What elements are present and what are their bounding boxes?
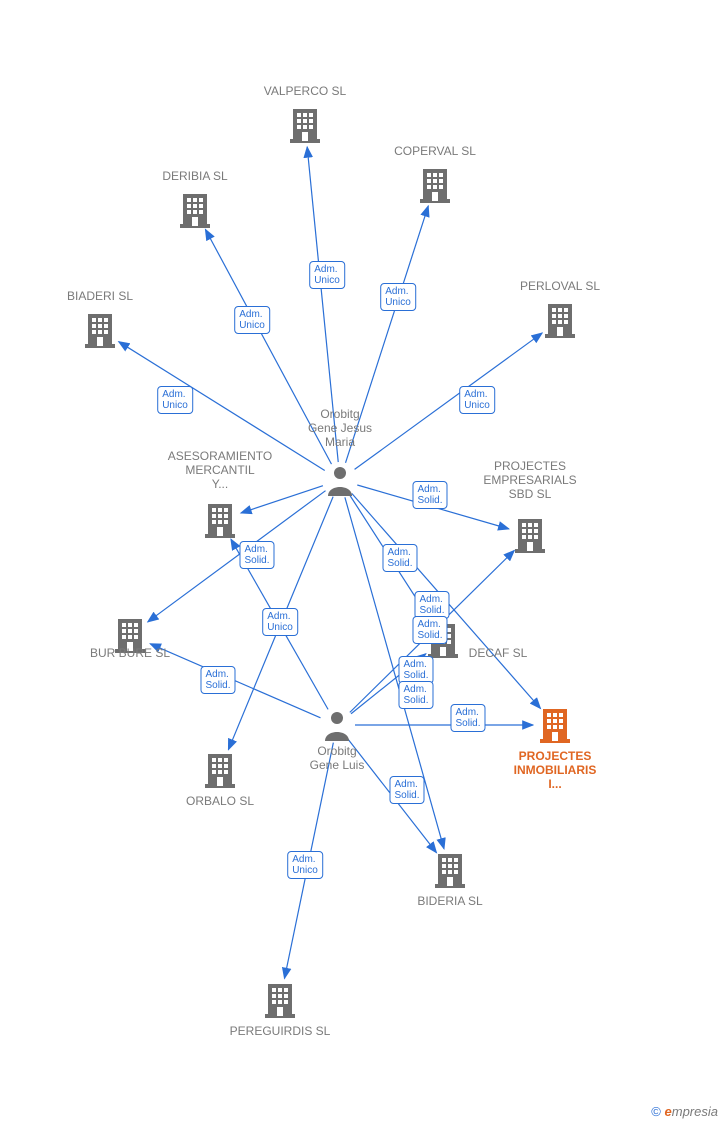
company-label[interactable]: PROJECTES EMPRESARIALS SBD SL — [483, 460, 576, 501]
company-icon[interactable] — [433, 852, 467, 888]
copyright-symbol: © — [651, 1104, 661, 1119]
edge-label: Adm. Unico — [380, 283, 416, 311]
person-icon[interactable] — [326, 464, 354, 496]
brand-first-letter: e — [665, 1104, 672, 1119]
edge-label: Adm. Solid. — [389, 776, 424, 804]
company-label[interactable]: PERLOVAL SL — [520, 280, 600, 294]
edge-line — [355, 333, 543, 469]
edge-label: Adm. Unico — [262, 608, 298, 636]
footer-copyright: © empresia — [651, 1104, 718, 1119]
person-label[interactable]: Orobitg Gene Luis — [310, 745, 365, 773]
edge-label: Adm. Solid. — [414, 591, 449, 619]
edge-label: Adm. Solid. — [382, 544, 417, 572]
company-label[interactable]: BUR BURE SL — [90, 647, 170, 661]
edge-label: Adm. Unico — [287, 851, 323, 879]
company-label[interactable]: DECAF SL — [469, 647, 528, 661]
edge-label: Adm. Solid. — [239, 541, 274, 569]
edge-label: Adm. Unico — [234, 306, 270, 334]
edge-label: Adm. Unico — [309, 261, 345, 289]
company-label[interactable]: PEREGUIRDIS SL — [230, 1025, 331, 1039]
company-icon[interactable] — [263, 982, 297, 1018]
company-label[interactable]: COPERVAL SL — [394, 145, 476, 159]
company-label[interactable]: ORBALO SL — [186, 795, 254, 809]
company-label[interactable]: DERIBIA SL — [162, 170, 227, 184]
brand-rest: mpresia — [672, 1104, 718, 1119]
edge-label: Adm. Unico — [157, 386, 193, 414]
company-icon[interactable] — [178, 192, 212, 228]
company-label[interactable]: VALPERCO SL — [264, 85, 346, 99]
edge-label: Adm. Unico — [459, 386, 495, 414]
company-icon[interactable] — [203, 502, 237, 538]
company-icon[interactable] — [288, 107, 322, 143]
company-label[interactable]: PROJECTES INMOBILIARIS I... — [514, 750, 597, 791]
person-icon[interactable] — [323, 709, 351, 741]
company-label[interactable]: BIDERIA SL — [417, 895, 482, 909]
person-label[interactable]: Orobitg Gene Jesus Maria — [308, 408, 372, 449]
edge-label: Adm. Solid. — [412, 616, 447, 644]
company-icon[interactable] — [513, 517, 547, 553]
company-icon[interactable] — [418, 167, 452, 203]
edge-label: Adm. Solid. — [398, 656, 433, 684]
company-label[interactable]: BIADERI SL — [67, 290, 133, 304]
edge-label: Adm. Solid. — [450, 704, 485, 732]
company-icon[interactable] — [538, 707, 572, 743]
edge-label: Adm. Solid. — [200, 666, 235, 694]
edge-label: Adm. Solid. — [412, 481, 447, 509]
edge-label: Adm. Solid. — [398, 681, 433, 709]
company-icon[interactable] — [83, 312, 117, 348]
company-icon[interactable] — [543, 302, 577, 338]
network-edges — [0, 0, 728, 1125]
company-icon[interactable] — [203, 752, 237, 788]
company-label[interactable]: ASESORAMIENTO MERCANTIL Y... — [168, 450, 272, 491]
